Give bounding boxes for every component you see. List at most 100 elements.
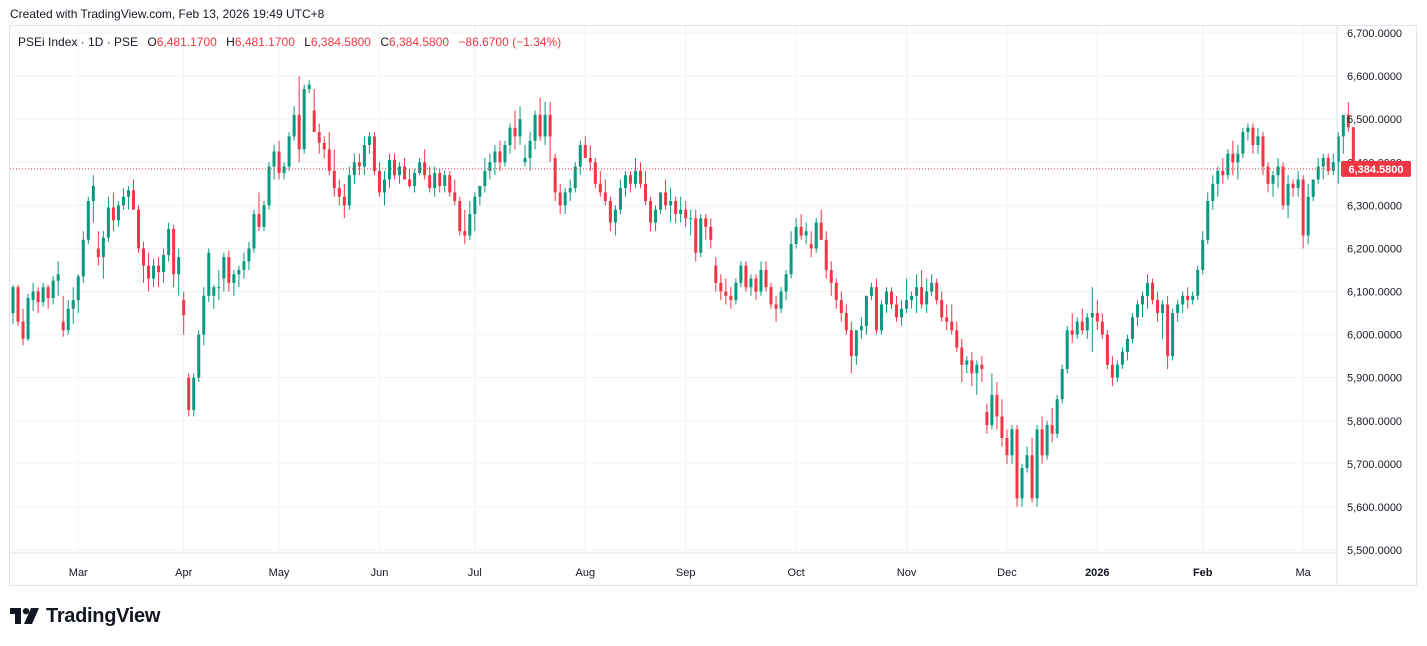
candle (558, 183, 562, 214)
candle (81, 231, 85, 283)
candle-body (684, 209, 688, 219)
candle-body (869, 287, 873, 296)
candle (799, 213, 803, 240)
candle (367, 132, 371, 154)
candle-body (679, 209, 683, 214)
candle-body (41, 287, 45, 303)
candle-body (980, 364, 984, 370)
candle-body (940, 300, 944, 318)
candle (854, 330, 858, 365)
candle (930, 274, 934, 296)
high-value: 6,481.1700 (234, 35, 295, 49)
candle-body (1351, 127, 1355, 169)
symbol-label[interactable]: PSEi Index · 1D · PSE (18, 35, 139, 49)
candle-body (849, 330, 853, 357)
candle (518, 106, 522, 146)
candle (142, 241, 146, 283)
candle-body (1301, 179, 1305, 236)
candle (1191, 291, 1195, 305)
candle (1146, 274, 1150, 309)
candle-body (588, 157, 592, 163)
candle-body (970, 360, 974, 374)
x-tick-label: 2026 (1085, 567, 1109, 579)
candle (1065, 325, 1069, 374)
candle (262, 201, 266, 232)
candle (36, 287, 40, 314)
candle-body (794, 226, 798, 245)
candle (1030, 437, 1034, 503)
candle-body (1286, 183, 1290, 206)
candle-body (1346, 114, 1350, 128)
x-tick-label: Jun (371, 567, 389, 579)
candle-body (142, 248, 146, 266)
candle (905, 278, 909, 314)
candle (965, 356, 969, 374)
last-price-label: 6,384.5800 (1348, 164, 1403, 176)
candle (523, 145, 527, 167)
candle (613, 205, 617, 236)
candle (704, 213, 708, 240)
candle (468, 201, 472, 240)
candle (1075, 317, 1079, 339)
candle-body (960, 347, 964, 365)
y-tick-label: 6,100.0000 (1347, 287, 1402, 299)
candle (618, 179, 622, 214)
close-label: C (380, 35, 389, 49)
candle-body (618, 188, 622, 210)
candle-body (232, 274, 236, 283)
candle-body (995, 394, 999, 417)
candle-body (779, 291, 783, 309)
tradingview-logo-icon (10, 608, 39, 624)
candle-body (538, 114, 542, 137)
x-tick-label: Aug (575, 567, 595, 579)
candle-body (628, 175, 632, 184)
candle-body (418, 162, 422, 174)
candle-body (1176, 304, 1180, 314)
candle-body (1321, 157, 1325, 167)
candle (46, 285, 50, 309)
candle-body (709, 226, 713, 240)
candle-body (1030, 455, 1034, 499)
candle-body (1311, 179, 1315, 197)
candle (372, 132, 376, 176)
candle-body (644, 183, 648, 202)
candle-body (217, 287, 221, 289)
candle (910, 291, 914, 309)
candle-body (1261, 136, 1265, 167)
candle-body (503, 145, 507, 163)
candle (1171, 308, 1175, 361)
candle (172, 224, 176, 288)
candle-body (1025, 455, 1029, 469)
brand[interactable]: TradingView (10, 604, 160, 628)
candle-body (242, 261, 246, 270)
candle (182, 291, 186, 335)
candle-body (463, 231, 467, 236)
candle-body (1171, 313, 1175, 357)
candle (674, 196, 678, 223)
candle-body (694, 218, 698, 253)
candle-body (1181, 295, 1185, 305)
candle-body (1100, 321, 1104, 335)
candle (438, 168, 442, 193)
candle-body (86, 201, 90, 240)
candle-body (1306, 196, 1310, 236)
candle-body (267, 166, 271, 206)
candle-body (769, 287, 773, 305)
candle-body (11, 287, 15, 314)
candle-body (528, 140, 532, 158)
candle-body (1075, 321, 1079, 335)
candle (302, 84, 306, 154)
candle (694, 209, 698, 262)
candle-body (1186, 295, 1190, 301)
candle (388, 153, 391, 189)
candle-body (593, 162, 597, 184)
candle (478, 185, 482, 206)
candle-body (965, 360, 969, 365)
candle-body (699, 218, 703, 253)
candle (1115, 360, 1119, 382)
candle-body (1231, 153, 1235, 163)
candle-body (1020, 468, 1024, 499)
candle-body (31, 291, 35, 301)
candle (332, 149, 336, 197)
